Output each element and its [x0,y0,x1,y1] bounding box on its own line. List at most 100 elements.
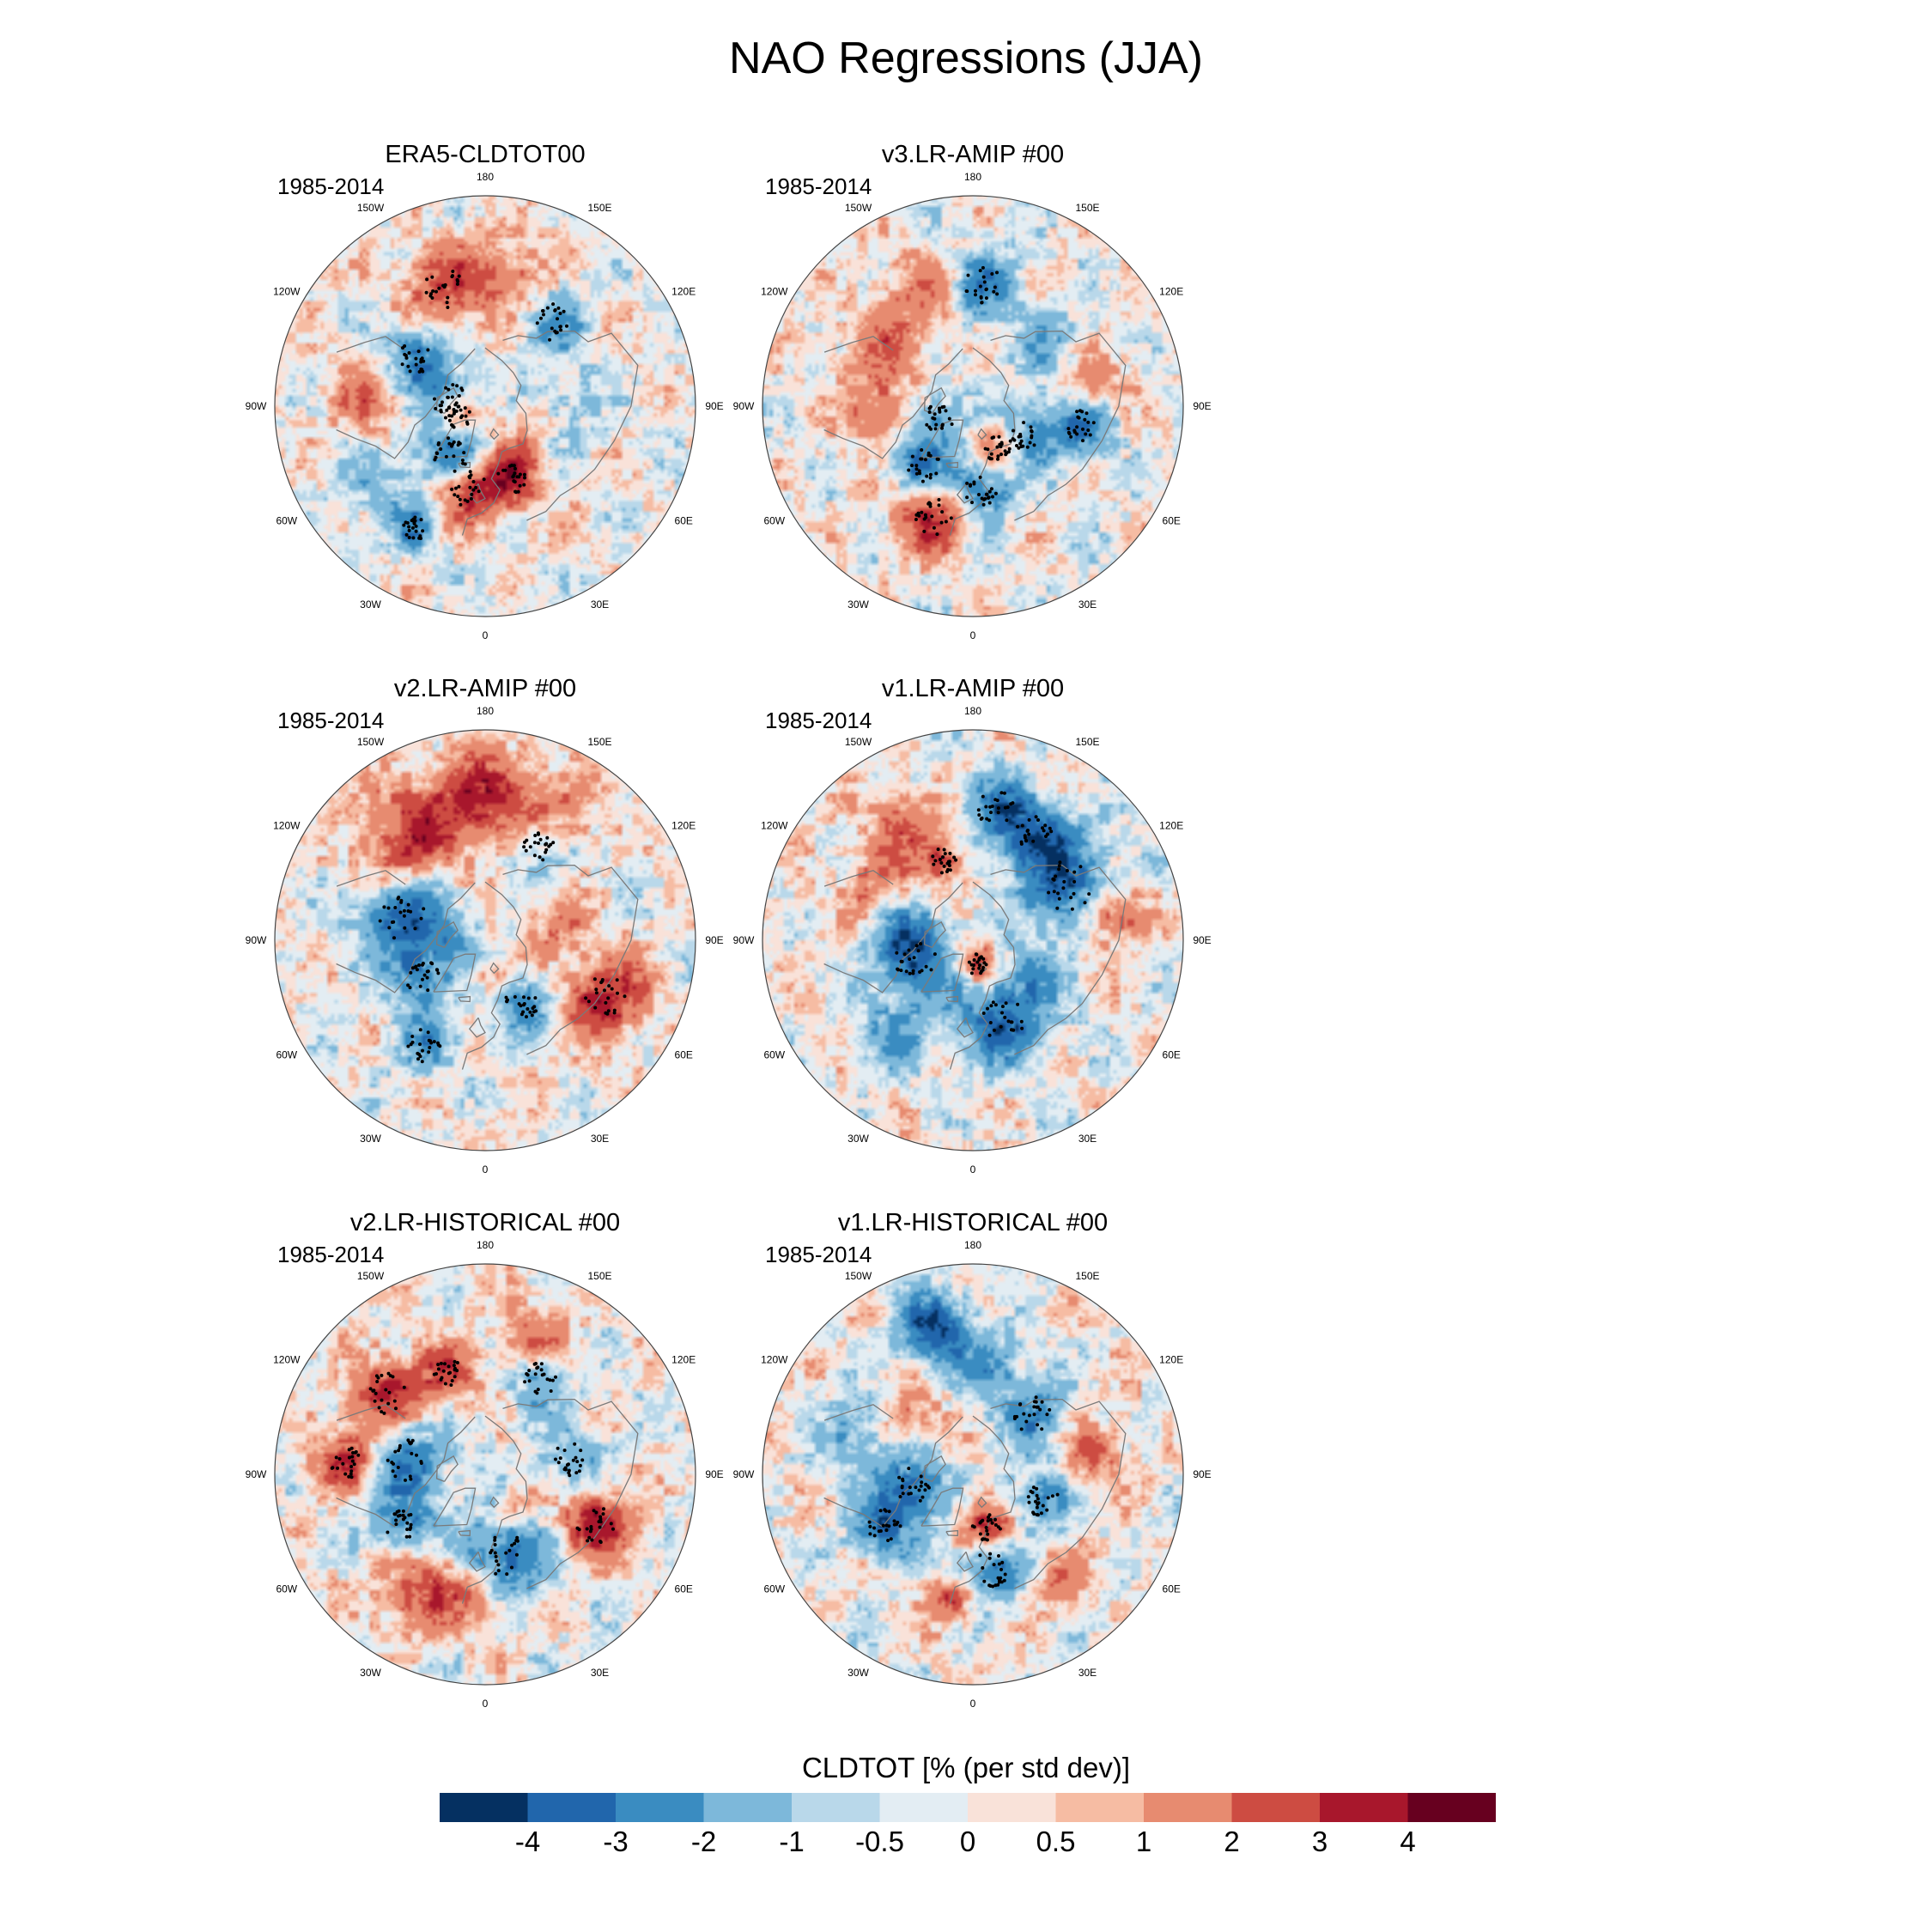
stipple-dot [920,1480,924,1485]
stipple-dot [562,1467,567,1472]
stipple-dot [987,818,992,823]
stipple-dot [975,960,980,964]
map-border [274,729,696,1151]
stipple-dot [914,1485,918,1490]
stipple-dot [929,968,933,972]
stipple-dot [593,1005,598,1010]
stipple-dot [1077,416,1081,420]
coastline [433,1487,477,1527]
stipple-dot [515,475,519,479]
stipple-dot [565,324,568,328]
stipple-dot [606,1009,611,1013]
coastlines [336,864,639,1070]
stipple-dot [979,295,983,300]
coastline [920,953,964,993]
longitude-label: 120W [761,1354,788,1366]
stipple-dot [453,469,457,473]
stipple-dot [907,468,911,472]
stipple-dot [999,440,1004,445]
stipple-dot [1039,1511,1043,1516]
coastline [435,1455,459,1483]
stipple-dot [1005,451,1009,455]
coastline [945,995,959,1003]
stipple-dot [995,292,999,296]
stipple-dot [897,1475,902,1479]
stipple-dot [523,476,526,480]
stipple-dot [1050,1494,1054,1498]
stipple-dot [457,274,461,278]
stipple-dot [584,996,588,1000]
stipple-dot [985,1528,989,1533]
stipple-dot [453,1359,457,1364]
coastline [502,330,639,521]
longitude-label: 120E [671,820,696,832]
stipple-dot [380,1373,384,1377]
stipple-dot [928,476,933,480]
stipple-dot [984,1526,988,1529]
stipple-dot [455,384,459,388]
stipple-dot [928,472,933,477]
stipple-dot [1078,409,1082,413]
stipple-dot [927,1485,931,1490]
stipple-dot [493,1543,497,1546]
panel-period: 1985-2014 [765,708,872,733]
stipple-dot [439,408,443,412]
stipple-dot [544,848,549,852]
stipple-dot [987,501,992,505]
stipple-dot [1070,907,1074,911]
stipple-dot [432,1372,436,1376]
stipple-dot [404,520,408,525]
stipple-dot [539,316,543,320]
stipple-dot [454,401,459,405]
stipple-dot [471,480,476,483]
stipple-dot [1045,1413,1049,1417]
stipple-dot [391,1469,395,1473]
stipple-dot [496,471,501,476]
stipple-dot [532,854,537,858]
stipple-dot [932,862,936,866]
significance-stipple [895,791,1091,1037]
stipple-dot [387,1390,392,1394]
stipple-dot [415,1453,418,1457]
stipple-dot [538,837,543,841]
stipple-dot [404,355,409,360]
stipple-dot [940,426,944,430]
stipple-dot [397,1509,401,1513]
stipple-dot [1043,823,1048,828]
stipple-dot [477,489,481,494]
stipple-dot [421,962,425,965]
coastline [502,864,639,1055]
stipple-dot [999,445,1003,449]
colorbar-tick: -4 [514,1826,541,1857]
stipple-dot [1087,892,1091,896]
stipple-dot [422,359,426,363]
stipple-dot [409,970,413,975]
coastline [468,483,486,504]
stipple-dot [453,1368,457,1372]
longitude-label: 120W [273,820,301,832]
stipple-dot [928,404,933,409]
stipple-dot [382,905,386,909]
stipple-dot [1019,445,1024,449]
stipple-dot [409,909,413,914]
stipple-dot [585,1527,589,1531]
stipple-dot [471,488,476,492]
cloud-field [275,196,696,617]
stipple-dot [997,434,1001,439]
stipple-dot [981,275,986,279]
panel-title: v1.LR-HISTORICAL #00 [837,1209,1109,1236]
stipple-dot [522,845,526,849]
colorbar-swatch [616,1793,704,1822]
stipple-dot [550,326,554,331]
stipple-dot [1036,1497,1040,1501]
stipple-dot [943,852,947,856]
stipple-dot [981,957,986,961]
stipple-dot [981,794,985,799]
stipple-dot [998,1580,1001,1584]
colorbar-tick: 1 [1135,1826,1152,1857]
stipple-dot [451,270,455,273]
longitude-label: 30W [848,598,869,611]
stipple-dot [419,357,423,361]
longitude-label: 90W [733,1468,755,1480]
stipple-dot [428,1046,432,1049]
